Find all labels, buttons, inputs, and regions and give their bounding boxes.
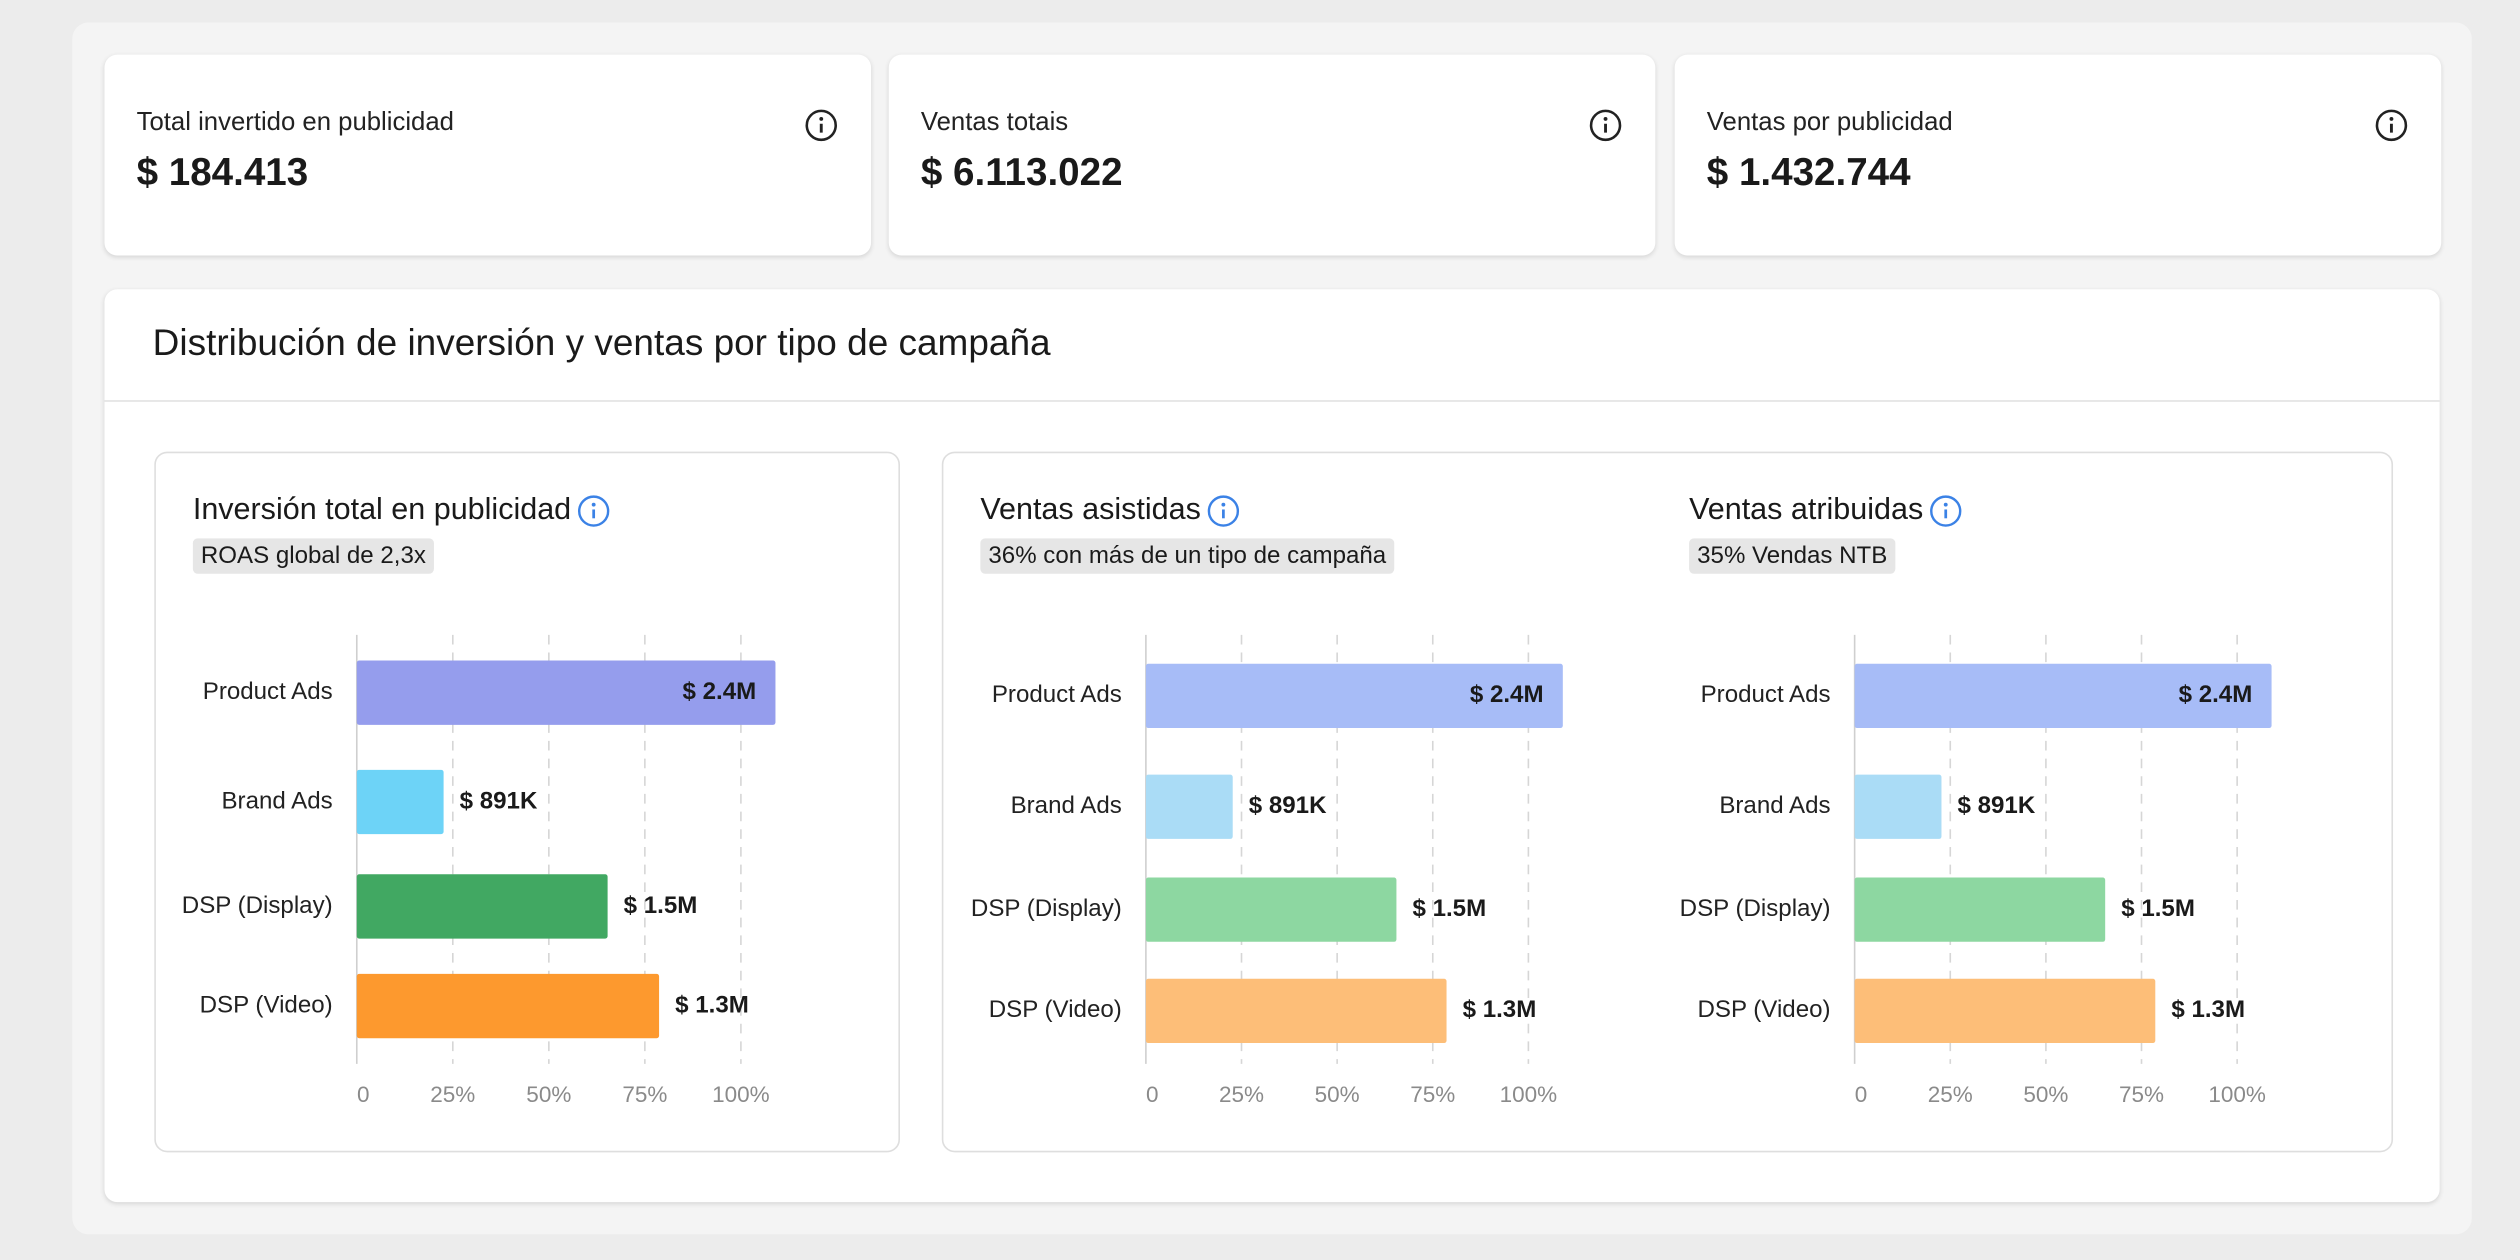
chart-subtitle: 35% Vendas NTB (1697, 542, 1887, 569)
info-icon[interactable] (578, 495, 610, 527)
category-label: Product Ads (992, 681, 1122, 708)
bar (1145, 978, 1447, 1044)
x-tick-label: 0 (1146, 1082, 1159, 1107)
x-tick-label: 25% (1219, 1082, 1264, 1107)
bar (356, 973, 660, 1039)
divider (104, 400, 2440, 402)
category-label: Product Ads (1701, 681, 1831, 708)
value-label: $ 2.4M (2179, 681, 2253, 708)
badge (1689, 538, 1896, 574)
kpi-card: Total invertido en publicidad $ 184.413 (104, 54, 872, 256)
x-tick-label: 100% (1500, 1082, 1558, 1107)
info-icon[interactable] (1207, 495, 1240, 527)
bar (1854, 877, 2106, 942)
info-icon[interactable] (804, 108, 839, 143)
value-label: $ 2.4M (1470, 681, 1544, 708)
badge (980, 538, 1395, 574)
value-label: $ 891K (1249, 792, 1327, 819)
x-tick-label: 50% (1315, 1082, 1360, 1107)
chart-box (154, 451, 901, 1153)
x-tick-label: 100% (2208, 1082, 2266, 1107)
x-tick-label: 25% (1928, 1082, 1973, 1107)
info-icon[interactable] (2374, 108, 2409, 143)
chart-title: Ventas atribuidas (1689, 492, 1923, 526)
chart-subtitle: ROAS global de 2,3x (201, 542, 426, 569)
category-label: Brand Ads (221, 787, 332, 814)
info-icon[interactable] (1588, 108, 1623, 143)
category-label: DSP (Display) (971, 895, 1122, 922)
section-title: Distribución de inversión y ventas por t… (152, 321, 1051, 364)
x-tick-label: 50% (526, 1082, 571, 1107)
info-icon-dot (1221, 502, 1226, 507)
x-tick-label: 75% (1410, 1082, 1455, 1107)
kpi-label: Ventas por publicidad (1706, 109, 1953, 137)
bar (356, 874, 608, 939)
value-label: $ 891K (1958, 792, 2036, 819)
x-tick-label: 50% (2023, 1082, 2068, 1107)
category-label: Brand Ads (1011, 792, 1122, 819)
value-label: $ 1.5M (2121, 895, 2195, 922)
kpi-value: $ 184.413 (136, 151, 309, 195)
kpi-card: Ventas por publicidad $ 1.432.744 (1674, 54, 2442, 256)
x-tick-label: 0 (1855, 1082, 1868, 1107)
chart-title: Inversión total en publicidad (193, 492, 571, 526)
category-label: DSP (Video) (200, 991, 333, 1018)
x-tick-label: 75% (2119, 1082, 2164, 1107)
category-label: DSP (Video) (989, 996, 1122, 1023)
value-label: $ 2.4M (683, 678, 757, 705)
value-label: $ 1.3M (675, 991, 749, 1018)
info-icon-dot (591, 502, 596, 507)
category-label: DSP (Display) (1680, 895, 1831, 922)
section-card: Distribución de inversión y ventas por t… (104, 289, 2440, 1203)
kpi-value: $ 6.113.022 (920, 151, 1123, 195)
value-label: $ 1.5M (1413, 895, 1487, 922)
category-label: DSP (Video) (1697, 996, 1830, 1023)
chart-box (941, 451, 2394, 1153)
value-label: $ 1.3M (2171, 996, 2245, 1023)
x-tick-label: 0 (357, 1082, 370, 1107)
x-tick-label: 25% (430, 1082, 475, 1107)
bar (356, 660, 776, 725)
kpi-label: Total invertido en publicidad (136, 109, 454, 137)
bar (1854, 978, 2156, 1044)
x-tick-label: 100% (712, 1082, 770, 1107)
info-icon-dot (1943, 502, 1948, 507)
bar (1854, 774, 1942, 839)
kpi-value: $ 1.432.744 (1706, 151, 1911, 195)
category-label: Brand Ads (1719, 792, 1830, 819)
kpi-label: Ventas totais (920, 109, 1069, 137)
bar (1145, 877, 1397, 942)
kpi-card: Ventas totais $ 6.113.022 (888, 54, 1656, 256)
chart-subtitle: 36% con más de un tipo de campaña (988, 542, 1386, 569)
category-label: Product Ads (203, 678, 333, 705)
x-tick-label: 75% (622, 1082, 667, 1107)
chart-title: Ventas asistidas (980, 492, 1201, 526)
bar (1854, 663, 2272, 729)
value-label: $ 891K (460, 787, 538, 814)
value-label: $ 1.5M (624, 892, 698, 919)
value-label: $ 1.3M (1463, 996, 1537, 1023)
info-icon[interactable] (1930, 495, 1962, 527)
badge (192, 538, 434, 574)
bar (1145, 663, 1563, 729)
category-label: DSP (Display) (182, 892, 333, 919)
bar (1145, 774, 1233, 839)
bar (356, 769, 444, 835)
